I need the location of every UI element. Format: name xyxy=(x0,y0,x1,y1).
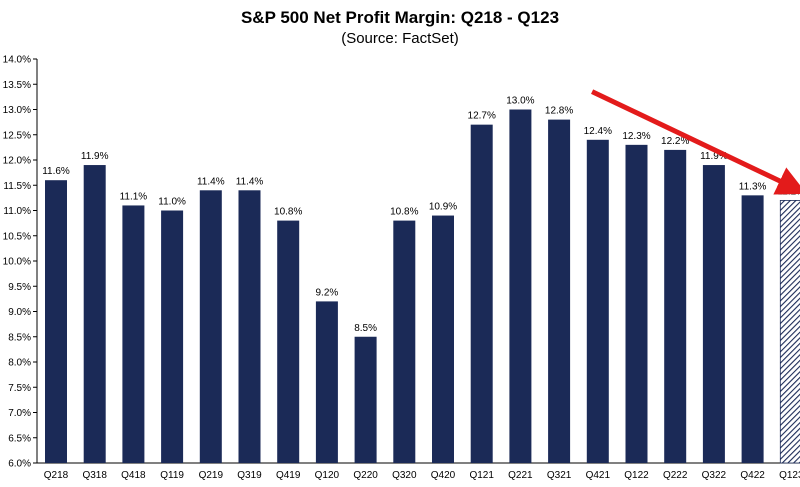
category-label-Q318: Q318 xyxy=(82,470,107,481)
category-label-Q322: Q322 xyxy=(702,470,727,481)
chart-title: S&P 500 Net Profit Margin: Q218 - Q123 xyxy=(240,8,560,27)
y-tick-label: 13.0% xyxy=(3,105,31,116)
category-label-Q120: Q120 xyxy=(315,470,340,481)
bar-Q220 xyxy=(354,336,377,463)
value-label-Q422: 11.3% xyxy=(739,181,767,192)
value-label-Q221: 13.0% xyxy=(506,96,534,107)
bar-Q320 xyxy=(393,220,416,463)
y-tick-label: 8.5% xyxy=(8,332,31,343)
bar-Q123 xyxy=(779,199,800,464)
category-label-Q121: Q121 xyxy=(469,470,494,481)
category-label-Q422: Q422 xyxy=(740,470,765,481)
value-label-Q318: 11.9% xyxy=(81,151,109,162)
y-tick-label: 12.0% xyxy=(3,156,31,167)
value-label-Q220: 8.5% xyxy=(354,323,377,334)
bar-Q422 xyxy=(741,195,764,463)
trend-arrow xyxy=(591,89,800,195)
value-label-Q222: 12.2% xyxy=(661,136,689,147)
y-tick-label: 12.5% xyxy=(3,130,31,141)
value-label-Q419: 10.8% xyxy=(274,207,302,218)
value-label-Q119: 11.0% xyxy=(158,197,186,208)
y-tick-label: 6.5% xyxy=(8,433,31,444)
bar-Q121 xyxy=(470,124,493,464)
bar-Q122 xyxy=(625,144,648,463)
category-label-Q421: Q421 xyxy=(586,470,611,481)
category-label-Q122: Q122 xyxy=(624,470,649,481)
y-tick-label: 9.5% xyxy=(8,282,31,293)
value-label-Q319: 11.4% xyxy=(236,176,264,187)
y-tick-label: 6.0% xyxy=(8,459,31,470)
category-label-Q219: Q219 xyxy=(199,470,224,481)
y-tick-label: 10.0% xyxy=(3,257,31,268)
y-tick-label: 10.5% xyxy=(3,231,31,242)
category-label-Q221: Q221 xyxy=(508,470,533,481)
y-tick-label: 7.0% xyxy=(8,408,31,419)
bar-Q319 xyxy=(238,190,261,464)
bar-Q221 xyxy=(509,109,532,463)
value-label-Q418: 11.1% xyxy=(120,191,148,202)
y-tick-label: 11.0% xyxy=(3,206,31,217)
bar-Q318 xyxy=(83,165,106,464)
value-label-Q122: 12.3% xyxy=(622,131,650,142)
value-label-Q218: 11.6% xyxy=(42,166,70,177)
category-label-Q220: Q220 xyxy=(353,470,378,481)
value-label-Q219: 11.4% xyxy=(197,176,225,187)
bar-Q119 xyxy=(161,210,184,463)
category-label-Q419: Q419 xyxy=(276,470,301,481)
value-label-Q121: 12.7% xyxy=(468,111,496,122)
bar-Q222 xyxy=(664,149,687,463)
category-label-Q320: Q320 xyxy=(392,470,417,481)
bar-Q321 xyxy=(548,119,571,463)
value-label-Q320: 10.8% xyxy=(390,207,418,218)
bar-Q322 xyxy=(702,165,725,464)
y-tick-label: 11.5% xyxy=(3,181,31,192)
bar-Q419 xyxy=(277,220,300,463)
category-label-Q321: Q321 xyxy=(547,470,572,481)
category-label-Q218: Q218 xyxy=(44,470,69,481)
category-label-Q418: Q418 xyxy=(121,470,146,481)
bar-Q219 xyxy=(199,190,222,464)
value-label-Q123: 11.2% xyxy=(777,186,800,197)
value-label-Q120: 9.2% xyxy=(316,287,339,298)
y-tick-label: 8.0% xyxy=(8,358,31,369)
bar-Q420 xyxy=(432,215,454,463)
category-label-Q222: Q222 xyxy=(663,470,688,481)
bar-Q418 xyxy=(122,205,145,463)
y-tick-label: 9.0% xyxy=(8,307,31,318)
y-tick-label: 13.5% xyxy=(3,80,31,91)
bar-Q120 xyxy=(315,301,338,463)
category-label-Q420: Q420 xyxy=(431,470,456,481)
category-label-Q319: Q319 xyxy=(237,470,262,481)
chart-subtitle: (Source: FactSet) xyxy=(341,30,459,47)
value-label-Q421: 12.4% xyxy=(584,126,612,137)
value-label-Q322: 11.9% xyxy=(700,151,728,162)
value-label-Q420: 10.9% xyxy=(429,202,457,213)
bar-Q218 xyxy=(45,180,67,463)
value-label-Q321: 12.8% xyxy=(545,106,573,117)
y-tick-label: 7.5% xyxy=(8,383,31,394)
category-label-Q123: Q123 xyxy=(779,470,800,481)
bar-Q421 xyxy=(586,139,609,464)
category-label-Q119: Q119 xyxy=(160,470,184,481)
y-tick-label: 14.0% xyxy=(3,55,31,66)
